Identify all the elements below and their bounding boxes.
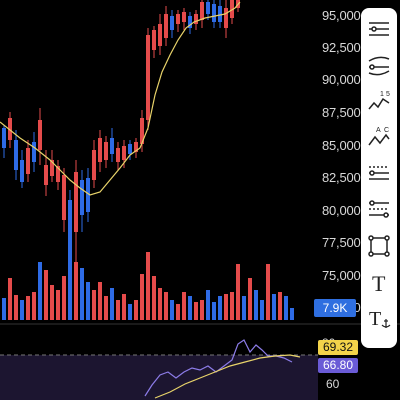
rsi-lower-label: 60 <box>326 377 340 391</box>
price-label: 77,500 <box>322 235 361 250</box>
fib-retracement-tool[interactable] <box>363 192 395 228</box>
ma-line <box>0 1 241 196</box>
text-tool[interactable]: T <box>363 264 395 300</box>
parallel-channel-icon <box>369 166 389 180</box>
anchored-text-tool[interactable]: T <box>363 300 395 336</box>
price-label: 82,500 <box>322 170 361 185</box>
svg-text:A: A <box>376 127 381 134</box>
horizontal-lines-icon <box>369 22 389 36</box>
svg-text:C: C <box>384 127 389 134</box>
price-label: 90,000 <box>322 72 361 87</box>
rsi-line <box>144 339 293 397</box>
parallel-channel-tool[interactable] <box>363 156 395 192</box>
rsi-ma-badge: 66.80 <box>318 358 358 373</box>
price-label: 80,000 <box>322 203 361 218</box>
price-label: 92,500 <box>322 40 361 55</box>
rsi-ma-line <box>154 354 301 399</box>
price-label: 85,000 <box>322 138 361 153</box>
price-label: 75,000 <box>322 268 361 283</box>
svg-text:T: T <box>372 271 386 295</box>
svg-text:1: 1 <box>380 91 384 98</box>
volume-bars <box>2 250 294 320</box>
text-icon: T <box>372 271 386 295</box>
rsi-band <box>0 355 318 400</box>
curved-lines-icon <box>368 56 390 76</box>
rectangle-tool[interactable] <box>363 228 395 264</box>
fib-retracement-icon <box>369 200 389 218</box>
rsi-value-badge: 69.32 <box>318 340 358 355</box>
anchored-text-icon: T <box>369 308 391 330</box>
svg-text:T: T <box>369 308 381 330</box>
svg-text:5: 5 <box>386 91 390 98</box>
volume-badge: 7.9K <box>314 299 356 317</box>
rectangle-icon <box>368 235 390 257</box>
price-label: 87,500 <box>322 105 361 120</box>
horizontal-line-tool[interactable] <box>363 12 395 48</box>
candles <box>2 0 240 278</box>
price-label: 95,000 <box>322 8 361 23</box>
curved-line-tool[interactable] <box>363 48 395 84</box>
